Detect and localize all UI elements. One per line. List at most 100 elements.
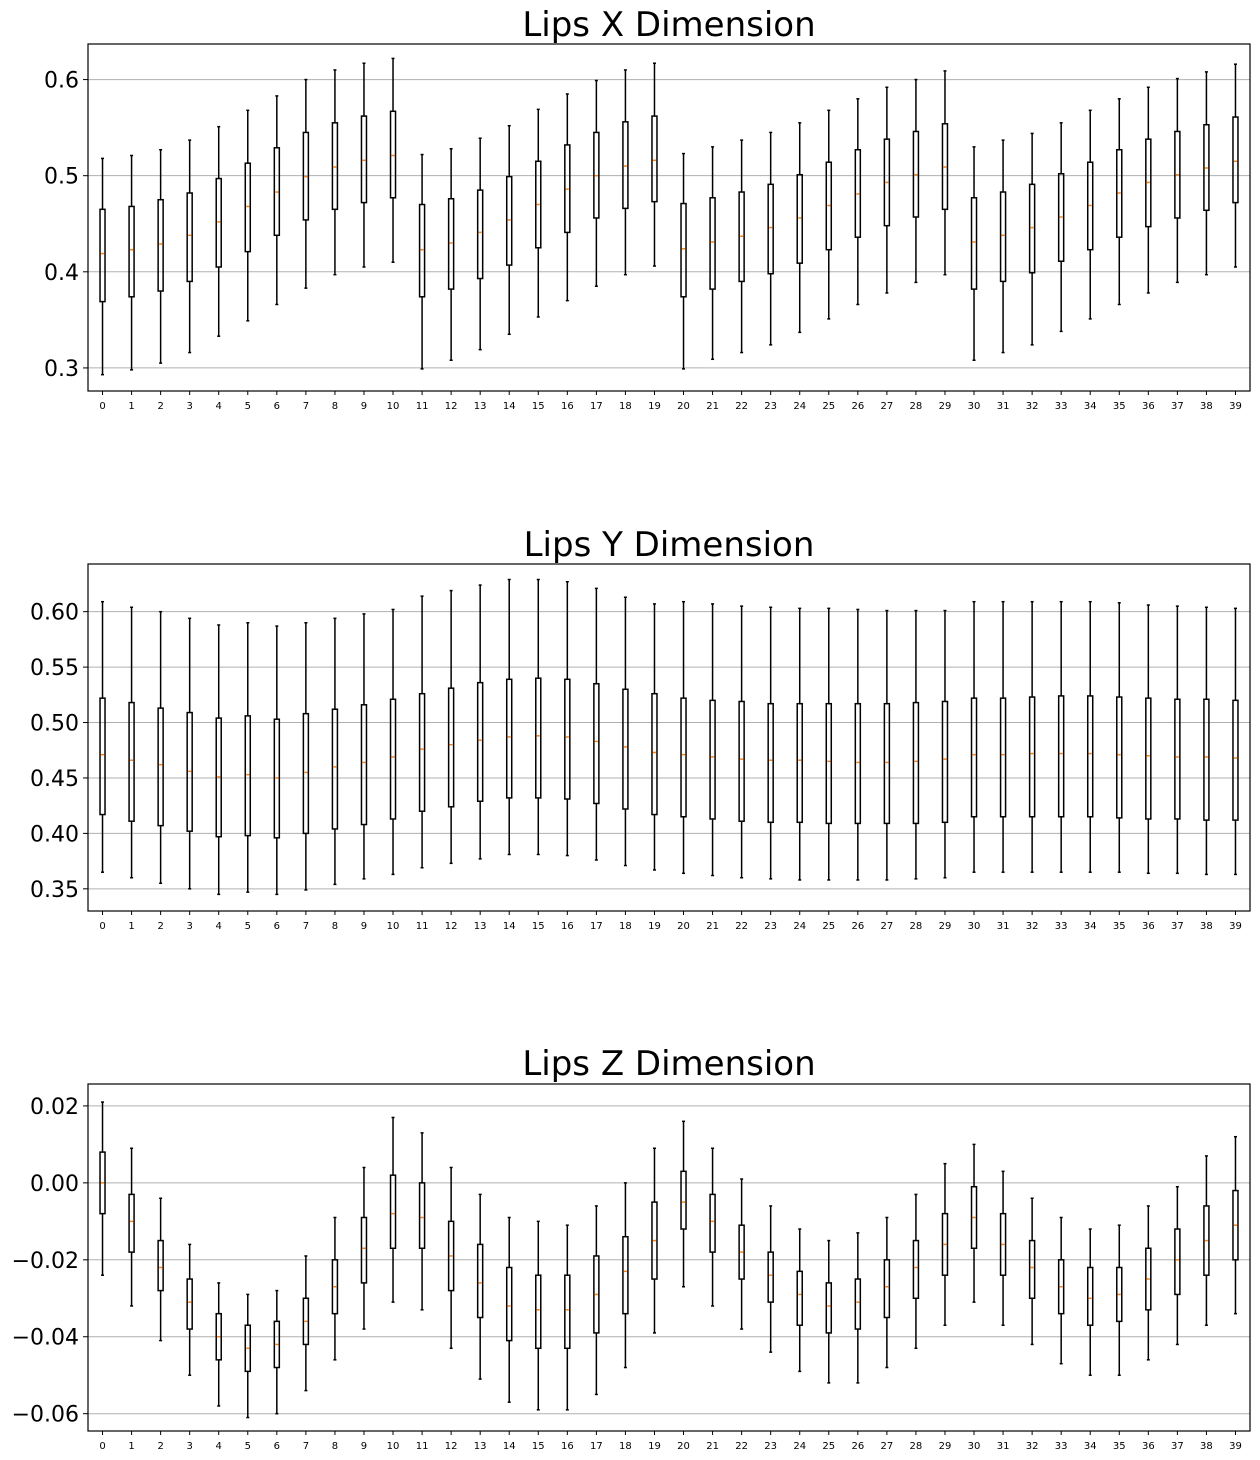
x-tick-label: 0	[99, 921, 105, 932]
x-tick-label: 2	[157, 401, 163, 412]
iqr-box	[1174, 698, 1181, 820]
x-tick-label: 16	[561, 401, 574, 412]
box-38	[1203, 1155, 1210, 1326]
x-tick-label: 29	[939, 1441, 952, 1452]
box-28	[912, 609, 920, 880]
box-1	[128, 606, 135, 879]
iqr-box	[447, 1220, 455, 1292]
iqr-box	[593, 1255, 600, 1334]
x-tick-label: 13	[474, 401, 487, 412]
box-21	[709, 603, 716, 877]
y-tick-label: 0.5	[44, 165, 79, 190]
box-20	[680, 600, 687, 875]
x-tick-label: 27	[881, 401, 894, 412]
iqr-box	[505, 175, 513, 266]
lips-x-boxplot: Lips X Dimension 0.30.40.50.60 1 2 3 4 5 6 7 8 9 1…	[44, 5, 1251, 412]
box-7	[302, 622, 310, 891]
x-tick-label: 8	[332, 1441, 338, 1452]
x-tick-label: 32	[1026, 401, 1039, 412]
iqr-box	[767, 183, 774, 275]
x-tick-label: 1	[128, 401, 134, 412]
box-28	[912, 78, 920, 284]
iqr-box	[186, 1278, 193, 1330]
iqr-box	[1116, 1266, 1123, 1323]
box-11	[418, 1132, 426, 1311]
box-5	[244, 1293, 252, 1419]
iqr-box	[302, 712, 310, 835]
x-tick-label: 0	[99, 1441, 105, 1452]
x-tick-label: 17	[590, 1441, 603, 1452]
iqr-box	[360, 704, 368, 826]
iqr-box	[999, 1212, 1007, 1276]
x-tick-label: 10	[387, 921, 400, 932]
x-tick-label: 38	[1200, 1441, 1213, 1452]
box-8	[331, 617, 339, 886]
iqr-box	[389, 1174, 397, 1250]
box-29	[941, 609, 949, 879]
x-tick-label: 29	[939, 401, 952, 412]
x-tick-label: 14	[503, 1441, 516, 1452]
x-tick-label: 11	[416, 1441, 429, 1452]
iqr-box	[883, 702, 891, 825]
iqr-box	[709, 1193, 716, 1253]
iqr-box	[1057, 1259, 1065, 1315]
iqr-box	[360, 115, 368, 204]
box-33	[1057, 600, 1065, 873]
box-35	[1116, 98, 1123, 306]
x-tick-label: 20	[677, 1441, 690, 1452]
iqr-box	[738, 1224, 745, 1280]
x-tick-label: 14	[503, 401, 516, 412]
box-19	[651, 62, 658, 267]
iqr-box	[999, 191, 1007, 283]
box-27	[883, 1216, 891, 1369]
box-16	[564, 580, 571, 857]
iqr-box	[999, 697, 1007, 818]
iqr-box	[1028, 1239, 1036, 1300]
iqr-box	[535, 677, 542, 799]
iqr-box	[273, 147, 281, 237]
iqr-box	[1232, 116, 1239, 204]
x-tick-label: 21	[706, 1441, 719, 1452]
iqr-box	[970, 197, 978, 290]
iqr-box	[651, 115, 658, 203]
x-tick-label: 8	[332, 401, 338, 412]
x-tick-label: 5	[245, 1441, 251, 1452]
x-tick-label: 15	[532, 921, 545, 932]
chart-title: Lips Y Dimension	[524, 525, 815, 565]
y-tick-label: 0.02	[30, 1095, 79, 1120]
iqr-box	[825, 702, 833, 825]
box-31	[999, 139, 1007, 354]
iqr-box	[505, 1266, 513, 1342]
x-tick-label: 34	[1084, 401, 1097, 412]
box-12	[447, 589, 455, 865]
iqr-box	[709, 197, 716, 290]
iqr-box	[273, 718, 281, 839]
x-tick-label: 36	[1142, 1441, 1155, 1452]
x-tick-label: 12	[445, 401, 458, 412]
iqr-box	[331, 1259, 339, 1315]
box-37	[1174, 1185, 1181, 1346]
box-29	[941, 70, 949, 276]
iqr-box	[593, 682, 600, 805]
iqr-box	[215, 1312, 222, 1361]
x-tick-label: 4	[216, 921, 222, 932]
iqr-box	[1057, 173, 1065, 262]
box-36	[1145, 86, 1152, 294]
x-tick-label: 19	[648, 921, 661, 932]
iqr-box	[941, 123, 949, 211]
x-tick-label: 25	[822, 1441, 835, 1452]
iqr-box	[883, 138, 891, 227]
x-tick-label: 35	[1113, 921, 1126, 932]
axes-frame	[87, 43, 1251, 392]
iqr-box	[651, 692, 658, 816]
box-9	[360, 1166, 368, 1330]
iqr-box	[186, 192, 193, 283]
x-tick-label: 7	[303, 921, 309, 932]
box-1	[128, 1147, 135, 1307]
iqr-box	[680, 202, 687, 298]
box-16	[564, 1224, 571, 1411]
iqr-box	[244, 1324, 252, 1373]
iqr-box	[99, 208, 106, 303]
iqr-box	[476, 681, 484, 802]
iqr-box	[476, 189, 484, 280]
